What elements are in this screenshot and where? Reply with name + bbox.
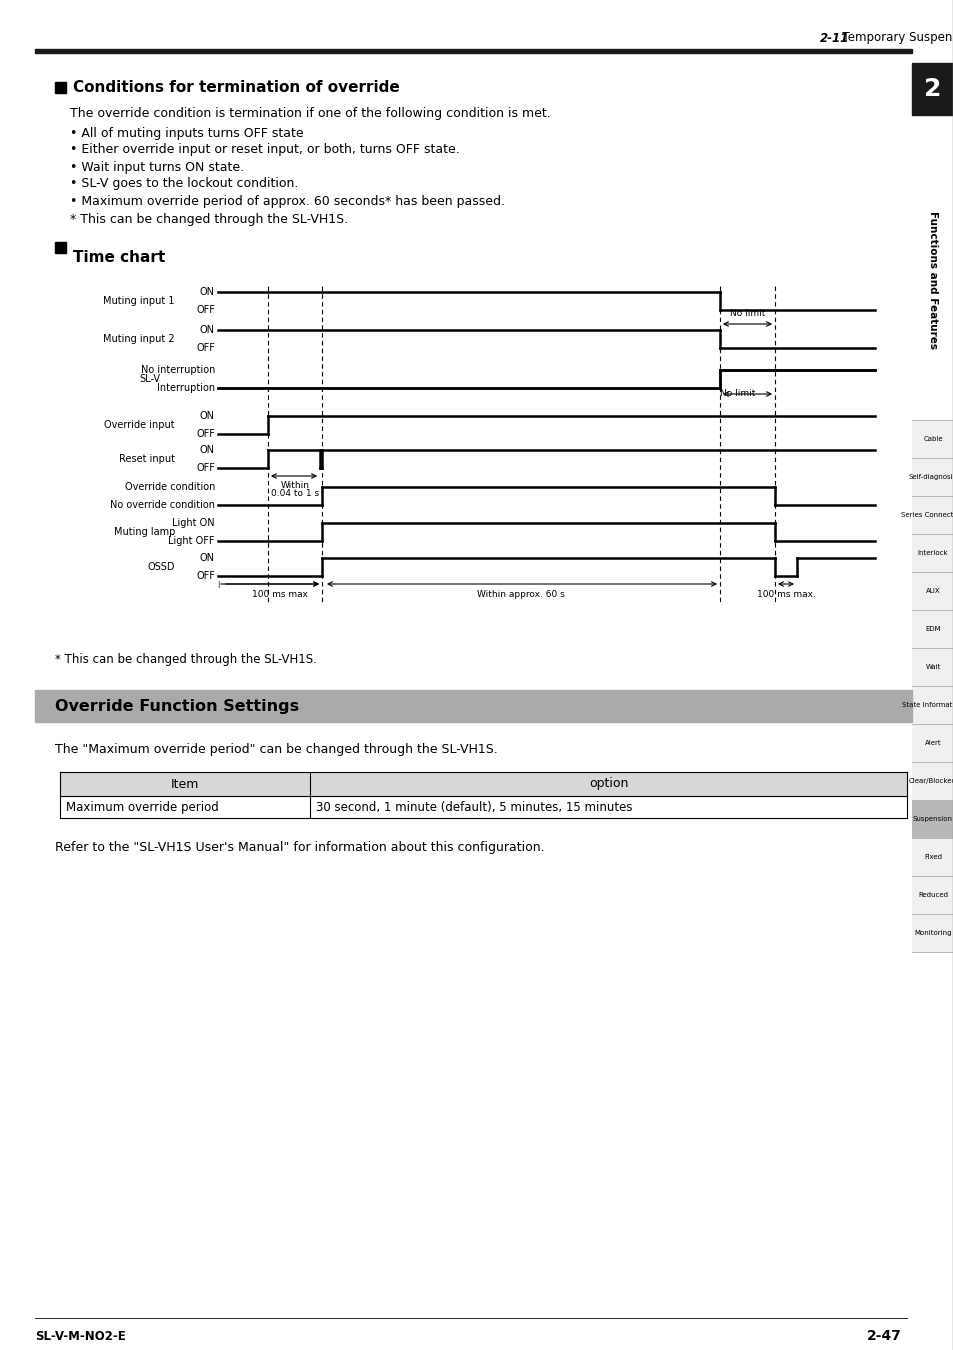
Text: Temporary Suspension of Safety Function: Temporary Suspension of Safety Function [834, 31, 953, 45]
Text: Light OFF: Light OFF [169, 536, 214, 545]
Text: 30 second, 1 minute (default), 5 minutes, 15 minutes: 30 second, 1 minute (default), 5 minutes… [315, 801, 632, 814]
Text: Alert: Alert [923, 740, 941, 747]
Bar [911, 649, 953, 686]
Text: Override input: Override input [104, 420, 174, 431]
Text: • SL-V goes to the lockout condition.: • SL-V goes to the lockout condition. [70, 177, 298, 190]
Text: State Information: State Information [902, 702, 953, 707]
Text: AUX: AUX [924, 589, 940, 594]
Bar [911, 838, 953, 876]
Text: ON: ON [200, 410, 214, 421]
Text: Override Function Settings: Override Function Settings [55, 698, 299, 714]
Text: 2-11: 2-11 [820, 31, 848, 45]
Bar [55, 242, 66, 252]
Text: Item: Item [171, 778, 199, 791]
Text: Fixed: Fixed [923, 855, 941, 860]
Bar [911, 535, 953, 572]
Bar [911, 497, 953, 535]
Text: Cable: Cable [923, 436, 942, 441]
Text: Time chart: Time chart [73, 251, 165, 266]
Text: OFF: OFF [196, 571, 214, 580]
Bar [911, 459, 953, 495]
Text: No interruption: No interruption [140, 364, 214, 375]
Text: • Maximum override period of approx. 60 seconds* has been passed.: • Maximum override period of approx. 60 … [70, 194, 504, 208]
Bar [55, 82, 66, 93]
Text: * This can be changed through the SL-VH1S.: * This can be changed through the SL-VH1… [55, 653, 316, 667]
Text: 0.04 to 1 s: 0.04 to 1 s [271, 489, 318, 498]
Text: Functions and Features: Functions and Features [927, 211, 937, 350]
Text: ON: ON [200, 446, 214, 455]
Text: • Either override input or reset input, or both, turns OFF state.: • Either override input or reset input, … [70, 143, 459, 157]
Bar [911, 421, 953, 458]
Text: OSSD: OSSD [148, 562, 174, 572]
Text: SL-V: SL-V [139, 374, 160, 383]
Bar [911, 801, 953, 838]
Bar [35, 49, 911, 53]
Bar [60, 772, 906, 796]
Bar [911, 63, 953, 115]
Text: Interruption: Interruption [156, 383, 214, 393]
Text: Muting input 1: Muting input 1 [103, 296, 174, 306]
Text: Conditions for termination of override: Conditions for termination of override [73, 80, 399, 94]
Bar [911, 915, 953, 952]
Text: 2: 2 [923, 77, 941, 101]
Text: ON: ON [200, 325, 214, 335]
Text: • All of muting inputs turns OFF state: • All of muting inputs turns OFF state [70, 127, 303, 139]
Bar [911, 725, 953, 761]
Text: Within approx. 60 s: Within approx. 60 s [476, 590, 564, 599]
Text: Monitoring: Monitoring [913, 930, 951, 936]
Text: The "Maximum override period" can be changed through the SL-VH1S.: The "Maximum override period" can be cha… [55, 744, 497, 756]
Bar [911, 612, 953, 648]
Text: Muting lamp: Muting lamp [113, 526, 174, 537]
Bar [911, 763, 953, 801]
Bar [911, 878, 953, 914]
Text: • Wait input turns ON state.: • Wait input turns ON state. [70, 161, 244, 174]
Text: Muting input 2: Muting input 2 [103, 333, 174, 344]
Text: Wait: Wait [924, 664, 940, 670]
Text: |: | [216, 580, 219, 587]
Bar [35, 690, 911, 722]
Text: OFF: OFF [196, 429, 214, 439]
Text: Refer to the "SL-VH1S User's Manual" for information about this configuration.: Refer to the "SL-VH1S User's Manual" for… [55, 841, 544, 855]
Text: Interlock: Interlock [917, 549, 947, 556]
Text: No override condition: No override condition [110, 500, 214, 510]
Bar [911, 687, 953, 724]
Text: 100 ms max.: 100 ms max. [756, 590, 815, 599]
Text: Reset input: Reset input [119, 454, 174, 464]
Bar [911, 572, 953, 610]
Text: Light ON: Light ON [172, 518, 214, 528]
Text: OFF: OFF [196, 463, 214, 472]
Bar [911, 0, 953, 1350]
Text: The override condition is termination if one of the following condition is met.: The override condition is termination if… [70, 107, 550, 120]
Text: Override condition: Override condition [125, 482, 214, 491]
Text: OFF: OFF [196, 343, 214, 352]
Text: Reduced: Reduced [917, 892, 947, 898]
Text: Maximum override period: Maximum override period [66, 801, 218, 814]
Text: OFF: OFF [196, 305, 214, 315]
Text: 100 ms max: 100 ms max [252, 590, 308, 599]
Text: EDM: EDM [924, 626, 940, 632]
Text: SL-V-M-NO2-E: SL-V-M-NO2-E [35, 1330, 126, 1342]
Text: option: option [588, 778, 627, 791]
Text: Suspension: Suspension [912, 815, 952, 822]
Text: ON: ON [200, 554, 214, 563]
Text: * This can be changed through the SL-VH1S.: * This can be changed through the SL-VH1… [70, 213, 348, 227]
Text: ON: ON [200, 288, 214, 297]
Text: Clear/Blocked: Clear/Blocked [908, 778, 953, 784]
Text: No limit: No limit [720, 389, 755, 398]
Text: Within: Within [280, 481, 309, 490]
Text: Self-diagnosis: Self-diagnosis [908, 474, 953, 481]
Text: Series Connection: Series Connection [901, 512, 953, 518]
Text: 2-47: 2-47 [866, 1328, 901, 1343]
Text: No limit: No limit [729, 309, 764, 319]
